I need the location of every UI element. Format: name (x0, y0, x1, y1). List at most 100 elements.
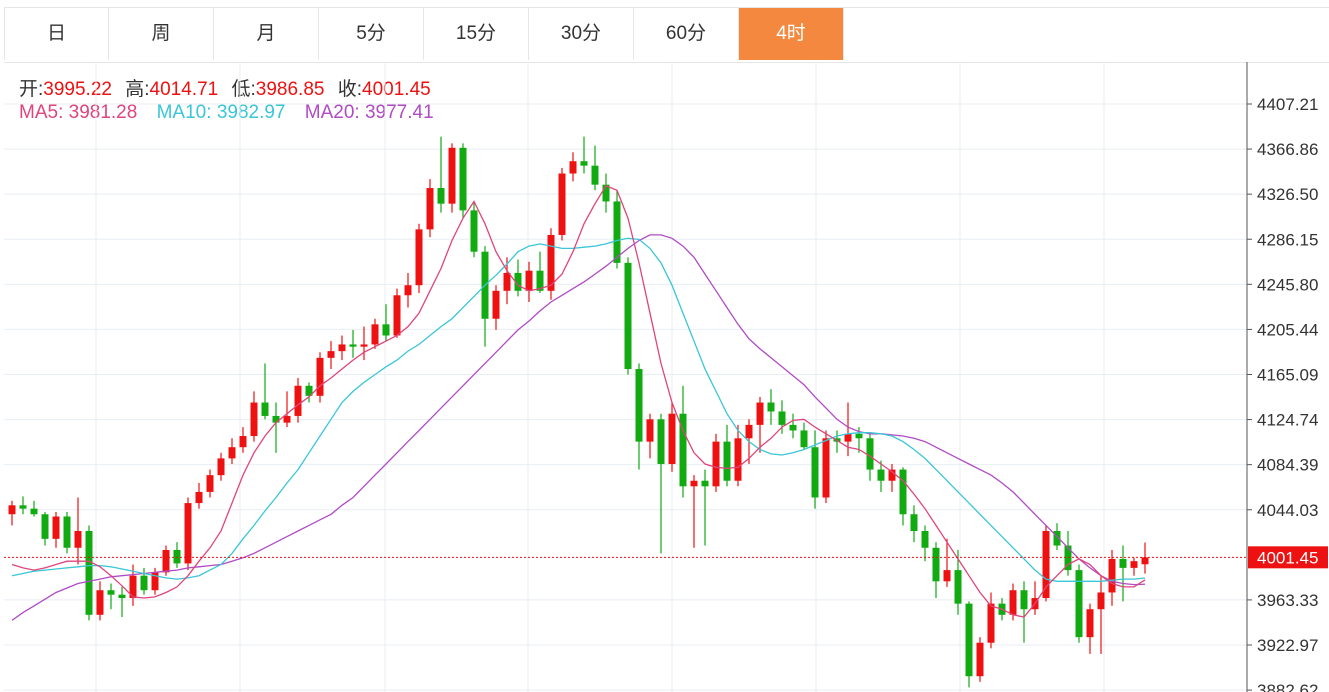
candle-body (8, 505, 16, 515)
candle-body (668, 413, 676, 464)
tab-15min[interactable]: 15分 (424, 8, 529, 60)
candle (349, 329, 357, 358)
candle-body (349, 344, 357, 347)
candle-body (778, 411, 786, 425)
candle (976, 637, 984, 682)
candle-body (613, 201, 621, 263)
low-value: 3986.85 (255, 79, 325, 100)
candle-body (1141, 557, 1149, 565)
candle (822, 430, 830, 504)
candle-body (1064, 545, 1072, 571)
candle (426, 179, 434, 238)
candle (195, 482, 203, 509)
candle (690, 475, 698, 548)
candle (635, 363, 643, 470)
candle-body (1119, 558, 1127, 568)
candle-body (910, 514, 918, 532)
y-tick-label: 4245.80 (1257, 275, 1318, 294)
candle-body (195, 491, 203, 504)
candle (217, 452, 225, 481)
candle-body (635, 369, 643, 442)
candle-body (63, 516, 71, 548)
candle (63, 512, 71, 554)
tab-day[interactable]: 日 (4, 8, 109, 60)
candle-body (173, 550, 181, 564)
candle-body (294, 385, 302, 416)
candle-body (899, 469, 907, 515)
candle (228, 438, 236, 464)
candle-body (305, 385, 313, 396)
candle (932, 542, 940, 599)
candle (1031, 581, 1039, 615)
candle-body (19, 505, 27, 509)
candle-body (316, 357, 324, 396)
candle-body (272, 415, 280, 423)
candle (580, 136, 588, 174)
candle-body (1086, 609, 1094, 638)
ma10-value: 3982.97 (216, 102, 286, 123)
candle (481, 246, 489, 347)
ma10-label: MA10: (156, 102, 212, 123)
tab-30min[interactable]: 30分 (529, 8, 634, 60)
candle (85, 525, 93, 621)
candle-body (459, 147, 467, 211)
tab-week[interactable]: 周 (109, 8, 214, 60)
candle (1075, 564, 1083, 643)
candle-body (943, 570, 951, 582)
ma5-label: MA5: (19, 102, 64, 123)
candle (723, 424, 731, 487)
tab-month[interactable]: 月 (214, 8, 319, 60)
tab-5min[interactable]: 5分 (319, 8, 424, 60)
candle-body (745, 424, 753, 439)
candle-body (382, 324, 390, 336)
candle (569, 152, 577, 182)
candle (118, 586, 126, 618)
candle-body (536, 270, 544, 291)
candle (1119, 545, 1127, 602)
candle-body (371, 324, 379, 345)
candle (1141, 542, 1149, 574)
candle (921, 525, 929, 562)
candle (679, 385, 687, 498)
candle (668, 402, 676, 472)
y-tick-label: 4366.86 (1257, 140, 1318, 159)
candle-body (734, 438, 742, 481)
ma20-value: 3977.41 (364, 102, 434, 123)
candle-body (1053, 531, 1061, 546)
candle (800, 422, 808, 450)
candle (41, 512, 49, 546)
candle (52, 512, 60, 548)
candle-body (228, 447, 236, 459)
candle (965, 601, 973, 688)
candle-body (712, 441, 720, 487)
candle-body (415, 229, 423, 286)
candle-body (261, 402, 269, 416)
candle (767, 389, 775, 425)
candle (591, 145, 599, 191)
candle-body (1097, 592, 1105, 610)
candle-body (569, 161, 577, 174)
candle-body (888, 469, 896, 481)
tab-4hour[interactable]: 4时 (739, 8, 844, 60)
candle-body (503, 272, 511, 291)
candle (107, 583, 115, 610)
candle (1086, 603, 1094, 654)
candle-body (965, 603, 973, 677)
candle-body (470, 210, 478, 252)
candle (514, 259, 522, 297)
candle (1020, 581, 1028, 643)
y-tick-label: 4407.21 (1257, 95, 1318, 114)
tab-60min[interactable]: 60分 (634, 8, 739, 60)
candle (371, 318, 379, 349)
candle (525, 261, 533, 302)
open-label: 开: (19, 79, 44, 100)
candle (646, 413, 654, 459)
candle (756, 396, 764, 453)
candle-body (1020, 590, 1028, 610)
ma20-label: MA20: (304, 102, 360, 123)
candle (338, 335, 346, 361)
candle (987, 592, 995, 649)
candlestick-chart[interactable]: 4407.21 4366.86 4326.50 4286.15 4245.80 4205.… (0, 62, 1329, 692)
candle (437, 136, 445, 213)
candle-body (206, 475, 214, 492)
